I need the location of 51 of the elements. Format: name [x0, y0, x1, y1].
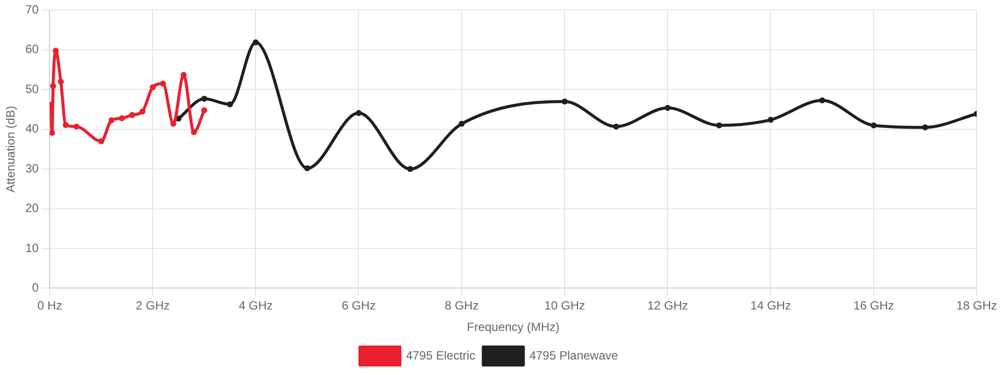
point [252, 39, 259, 46]
x-tick-label: 10 GHz [544, 298, 586, 313]
point [226, 101, 233, 108]
point [62, 122, 69, 128]
point [201, 107, 208, 114]
point [150, 84, 156, 90]
y-tick-label: 60 [25, 42, 40, 56]
x-tick-label: 4 GHz [238, 298, 273, 313]
point [160, 80, 166, 87]
legend-label: 4795 Electric [406, 348, 476, 362]
point [768, 116, 774, 123]
point [190, 129, 197, 136]
x-tick-label: 0 Hz [37, 298, 62, 313]
y-axis-title: Attenuation (dB) [4, 106, 18, 193]
x-tick-label: 2 GHz [136, 298, 170, 313]
point [922, 124, 928, 130]
point [129, 112, 136, 118]
x-tick-label: 12 GHz [647, 298, 688, 313]
point [716, 122, 722, 128]
point [613, 124, 620, 130]
y-tick-label: 10 [25, 240, 40, 255]
x-tick-label: 16 GHz [853, 298, 894, 313]
point [562, 98, 568, 105]
point [118, 115, 125, 122]
legend-label: 4795 Planewave [529, 348, 618, 362]
x-axis-title: Frequency (MHz) [466, 320, 560, 334]
point [74, 124, 80, 130]
y-tick-label: 50 [25, 82, 40, 96]
x-tick-label: 14 GHz [750, 298, 792, 313]
point [819, 97, 826, 104]
point [201, 96, 208, 102]
y-tick-label: 70 [25, 2, 40, 17]
point [108, 117, 115, 124]
point [58, 78, 64, 85]
y-tick-label: 0 [32, 280, 40, 295]
point [50, 130, 56, 136]
y-tick-label: 40 [25, 122, 40, 136]
y-tick-label: 30 [25, 161, 40, 176]
x-tick-label: 6 GHz [342, 298, 376, 313]
point [356, 110, 362, 116]
y-tick-label: 20 [25, 201, 40, 216]
point [407, 166, 414, 172]
point [139, 108, 146, 114]
point [98, 138, 104, 144]
point [870, 122, 877, 128]
x-tick-label: 8 GHz [444, 298, 479, 313]
point [458, 120, 465, 127]
point [664, 104, 671, 111]
point [170, 120, 176, 127]
x-tick-label: 18 GHz [956, 298, 998, 313]
point [304, 165, 310, 172]
